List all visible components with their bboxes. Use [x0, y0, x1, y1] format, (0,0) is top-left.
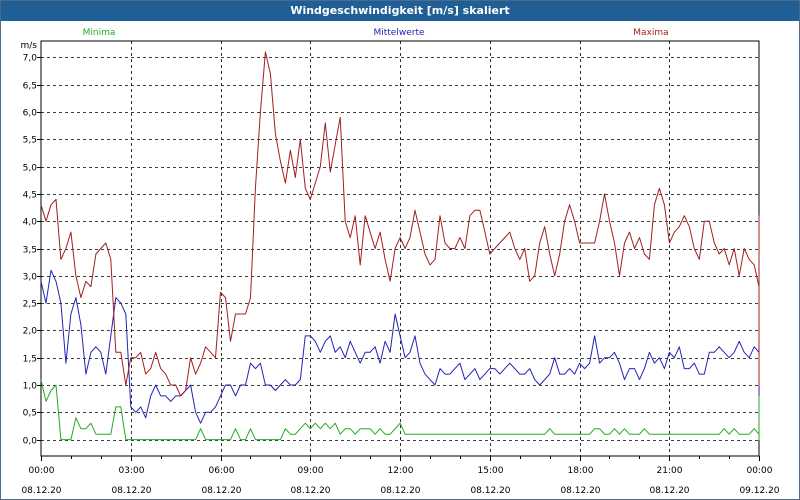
- y-tick-label: 5,0: [23, 164, 38, 174]
- x-tick-date: 08.12.20: [380, 486, 420, 496]
- x-tick-time: 09:00: [298, 466, 324, 476]
- x-tick-time: 00:00: [747, 466, 773, 476]
- y-tick-label: 7,0: [23, 54, 38, 64]
- grid: [41, 41, 759, 456]
- y-tick-label: 4,0: [23, 218, 38, 228]
- legend-item-minima: Minima: [83, 28, 116, 38]
- x-tick-time: 15:00: [478, 466, 504, 476]
- legend-item-mittelwerte: Mittelwerte: [373, 28, 424, 38]
- x-tick-date: 08.12.20: [201, 486, 241, 496]
- plot-frame: [40, 40, 760, 457]
- axes: 0,0 0,5 1,0 1,5 2,0 2,5 3,0 3,5 4,0 4,5 5,0 5,5 6,0 6…: [21, 40, 780, 496]
- y-tick-label: 6,5: [23, 82, 37, 92]
- window-title: Windgeschwindigkeit [m/s] skaliert: [1, 1, 799, 21]
- x-tick-date: 09.12.20: [739, 486, 779, 496]
- x-tick-date: 08.12.20: [649, 486, 689, 496]
- y-tick-label: 0,5: [23, 409, 37, 419]
- y-tick-label: 2,5: [23, 300, 37, 310]
- y-tick-label: 2,0: [23, 327, 38, 337]
- x-tick-time: 03:00: [119, 466, 145, 476]
- x-tick-date: 08.12.20: [560, 486, 600, 496]
- series-line-mittelwerte: [40, 269, 760, 424]
- y-tick-label: 3,0: [23, 273, 38, 283]
- y-axis-label: m/s: [21, 41, 38, 51]
- x-tick-time: 18:00: [568, 466, 594, 476]
- y-tick-label: 1,0: [23, 382, 38, 392]
- wind-speed-chart: 0,0 0,5 1,0 1,5 2,0 2,5 3,0 3,5 4,0 4,5 5,0 5,5 6,0 6…: [21, 28, 780, 496]
- x-tick-date: 08.12.20: [21, 486, 61, 496]
- y-tick-label: 1,5: [23, 355, 37, 365]
- y-tick-label: 5,5: [23, 136, 37, 146]
- y-tick-label: 3,5: [23, 246, 37, 256]
- y-tick-label: 6,0: [23, 109, 38, 119]
- x-tick-time: 12:00: [388, 466, 414, 476]
- series-layer: [40, 51, 760, 441]
- legend-item-maxima: Maxima: [633, 28, 668, 38]
- x-tick-date: 08.12.20: [470, 486, 510, 496]
- x-tick-time: 00:00: [29, 466, 55, 476]
- legend: Minima Mittelwerte Maxima: [83, 28, 669, 38]
- x-tick-date: 08.12.20: [290, 486, 330, 496]
- series-line-maxima: [40, 51, 760, 397]
- y-tick-label: 4,5: [23, 191, 37, 201]
- y-tick-label: 0,0: [23, 437, 38, 447]
- x-tick-time: 21:00: [657, 466, 683, 476]
- x-tick-date: 08.12.20: [111, 486, 151, 496]
- series-line-minima: [40, 368, 760, 441]
- x-tick-time: 06:00: [209, 466, 235, 476]
